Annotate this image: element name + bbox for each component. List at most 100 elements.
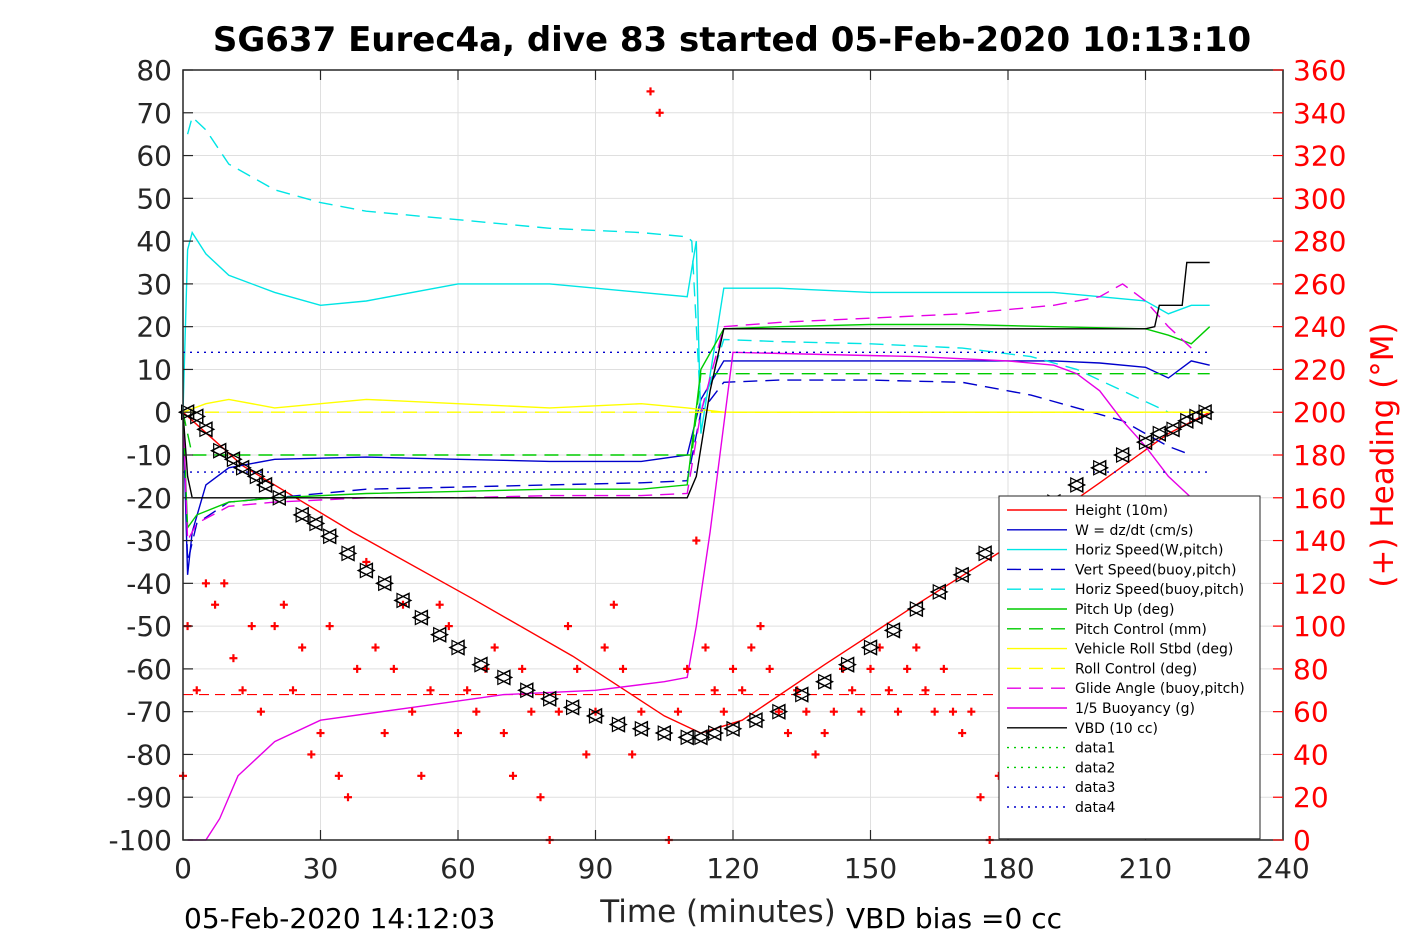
heading-point: [564, 622, 572, 631]
heading-point: [435, 600, 444, 609]
depth-marker: [196, 421, 216, 438]
heading-point: [472, 707, 481, 716]
depth-marker-right: [772, 703, 789, 720]
depth-marker: [209, 442, 230, 459]
x-axis-label: Time (minutes): [599, 894, 835, 930]
heading-point: [426, 686, 435, 695]
heading-point: [211, 600, 220, 609]
series-line: [182, 230, 1210, 434]
depth-marker: [1186, 408, 1206, 425]
x-tick-label: 150: [844, 852, 897, 885]
heading-point: [903, 664, 912, 673]
depth-marker: [517, 682, 537, 699]
depth-marker-right: [694, 729, 711, 746]
heading-point: [646, 87, 655, 96]
depth-marker: [837, 656, 857, 673]
y-right-tick-label: 120: [1293, 567, 1346, 600]
y-right-tick-label: 200: [1293, 396, 1346, 429]
y-right-tick-label: 80: [1293, 653, 1329, 686]
heading-point: [371, 643, 380, 652]
heading-point: [958, 729, 967, 738]
x-tick-label: 120: [706, 852, 759, 885]
depth-marker: [929, 583, 949, 601]
y-right-tick-label: 340: [1293, 97, 1346, 130]
y-tick-label: -20: [126, 482, 172, 515]
depth-marker-right: [886, 622, 903, 639]
depth-marker-right: [323, 528, 340, 545]
x-tick-label: 180: [981, 852, 1034, 885]
depth-marker-right: [1070, 476, 1087, 493]
depth-marker-right: [680, 729, 697, 746]
heading-point: [967, 707, 976, 716]
depth-marker: [232, 459, 252, 477]
heading-point: [683, 664, 692, 673]
heading-point: [316, 729, 325, 738]
y-tick-label: -30: [126, 525, 172, 558]
depth-marker-left: [1089, 459, 1107, 477]
y-right-tick-label: 0: [1293, 824, 1311, 857]
heading-point: [527, 707, 536, 716]
depth-marker-right: [199, 421, 216, 438]
depth-marker: [494, 669, 514, 686]
heading-point: [784, 729, 792, 738]
y-tick-label: 10: [136, 353, 172, 386]
legend-box: [998, 495, 1261, 840]
footer-vbd-bias: VBD bias =0 cc: [846, 902, 1062, 935]
heading-point: [921, 686, 930, 695]
legend-label: Pitch Control (mm): [1075, 622, 1207, 638]
heading-point: [866, 664, 875, 673]
depth-marker-left: [654, 724, 671, 742]
heading-point: [756, 622, 765, 631]
y-tick-label: -100: [108, 824, 172, 857]
depth-marker-left: [1149, 425, 1166, 442]
y-right-tick-label: 240: [1293, 311, 1346, 344]
y-tick-label: -50: [126, 610, 172, 643]
x-tick-label: 90: [578, 852, 614, 885]
legend-label: Vehicle Roll Stbd (deg): [1075, 642, 1233, 658]
y-tick-label: -70: [126, 696, 172, 729]
depth-marker: [1089, 459, 1110, 477]
depth-marker-left: [246, 468, 264, 485]
depth-marker-right: [451, 639, 468, 656]
depth-marker-left: [269, 489, 286, 506]
depth-marker-right: [309, 515, 326, 532]
heading-point: [628, 750, 637, 759]
depth-marker-left: [374, 575, 392, 592]
legend-label: VBD (10 cc): [1075, 721, 1158, 737]
depth-marker-right: [818, 673, 835, 690]
heading-point: [692, 536, 701, 545]
depth-marker-left: [883, 622, 901, 639]
depth-marker: [411, 609, 431, 626]
depth-marker: [608, 716, 628, 733]
depth-marker-right: [932, 583, 949, 600]
depth-marker-right: [190, 408, 207, 425]
ticks: 0 30 60 90 120 150 180 210 24080706050403020100-…: [108, 54, 1346, 885]
heading-point: [710, 686, 719, 695]
depth-marker: [374, 575, 395, 592]
heading-point: [939, 664, 948, 673]
depth-marker-left: [356, 562, 374, 579]
depth-marker-right: [1093, 459, 1110, 476]
heading-point: [380, 729, 389, 738]
depth-marker: [338, 545, 358, 562]
heading-point: [976, 793, 985, 802]
depth-marker-right: [909, 601, 926, 617]
heading-point: [353, 664, 362, 673]
x-tick-label: 240: [1256, 852, 1309, 885]
depth-marker: [723, 720, 743, 737]
x-tick-label: 60: [440, 852, 476, 885]
heading-point: [325, 622, 334, 631]
depth-marker-left: [952, 566, 969, 583]
depth-marker: [792, 686, 812, 703]
y-right-tick-label: 300: [1293, 182, 1346, 215]
depth-marker-left: [792, 686, 809, 703]
depth-marker-right: [543, 690, 560, 707]
depth-marker: [356, 562, 376, 579]
y-tick-label: 20: [136, 311, 172, 344]
depth-marker-left: [223, 451, 241, 468]
heading-point: [857, 707, 866, 716]
y-tick-label: 30: [136, 268, 172, 301]
depth-marker-left: [177, 404, 195, 421]
depth-marker: [769, 703, 789, 720]
